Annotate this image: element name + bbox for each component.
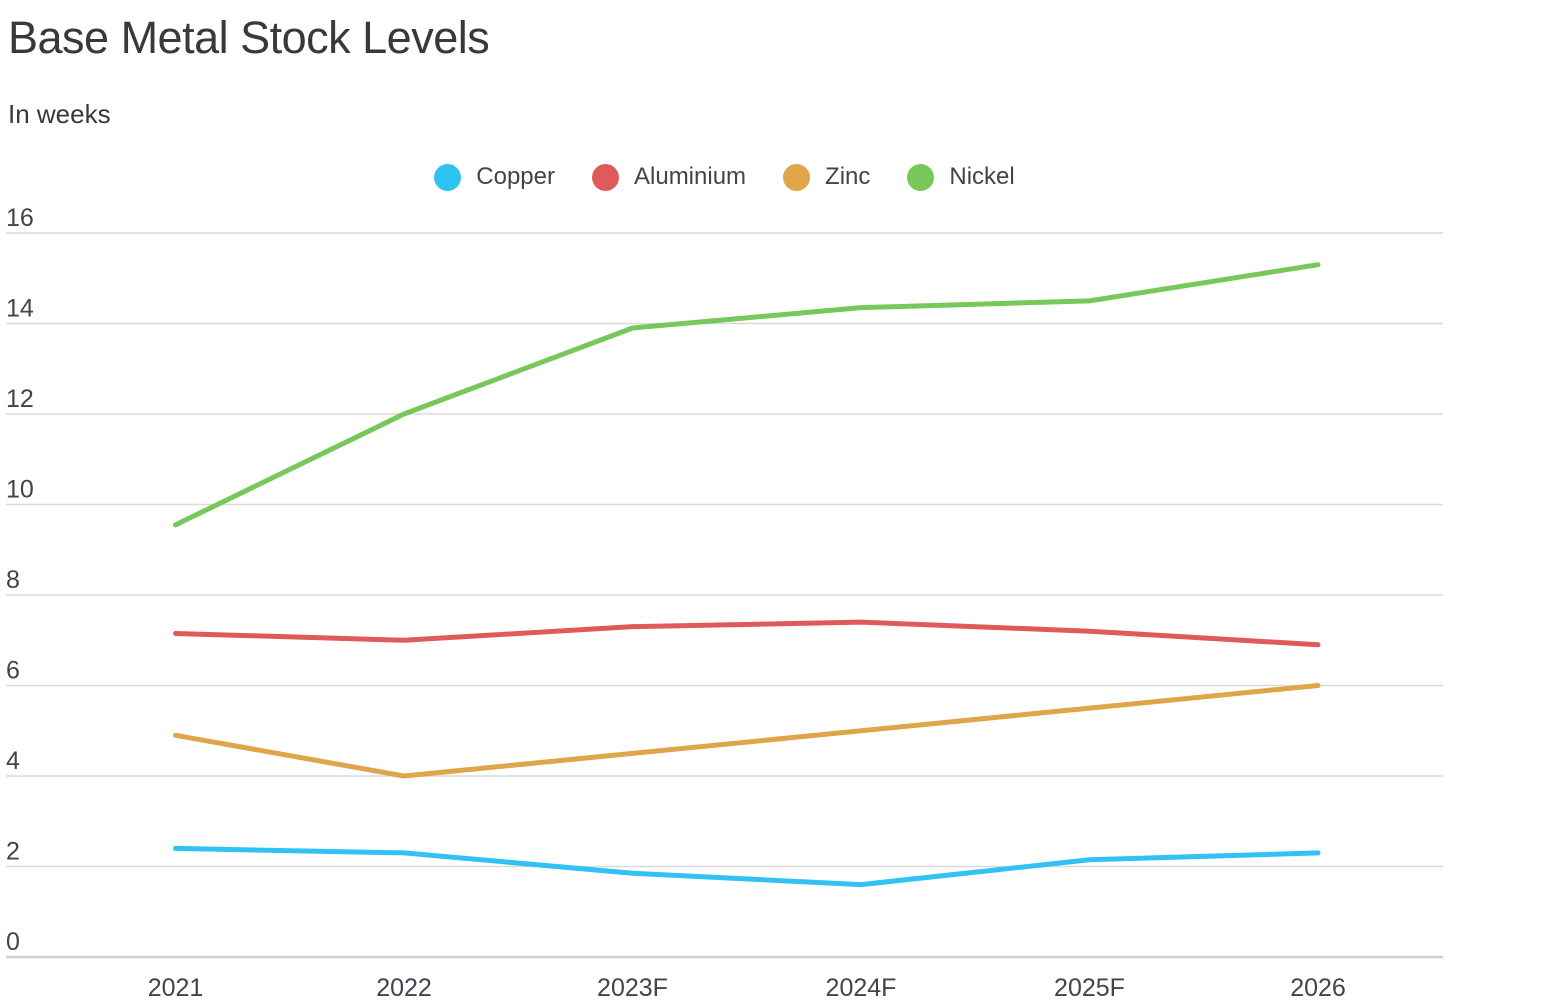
- chart-subtitle: In weeks: [8, 99, 111, 129]
- y-axis-tick-label-0: 0: [6, 928, 20, 956]
- legend-swatch-copper: [434, 163, 462, 191]
- series-line-nickel: [173, 262, 1321, 528]
- legend-label: Zinc: [825, 163, 871, 190]
- legend-swatch-aluminium: [592, 163, 619, 191]
- x-axis-tick-label-2022: 2022: [376, 974, 432, 1002]
- x-axis-tick-label-2021: 2021: [148, 974, 204, 1002]
- series-line-zinc: [173, 683, 1321, 779]
- y-axis-tick-label-14: 14: [6, 295, 34, 323]
- legend-item-aluminium: Aluminium: [592, 163, 746, 191]
- legend-label: Copper: [476, 163, 555, 190]
- series-line-copper: [173, 845, 1321, 888]
- series-line-aluminium: [173, 619, 1321, 648]
- y-axis-tick-label-4: 4: [6, 747, 20, 775]
- x-axis-tick-label-2026: 2026: [1290, 974, 1346, 1002]
- legend-label: Nickel: [949, 163, 1015, 190]
- y-axis-tick-label-8: 8: [6, 566, 20, 594]
- legend-item-nickel: Nickel: [907, 163, 1015, 191]
- legend-item-copper: Copper: [434, 163, 555, 191]
- y-axis-tick-label-16: 16: [6, 204, 34, 232]
- legend-swatch-nickel: [907, 163, 935, 191]
- legend-label: Aluminium: [634, 163, 747, 190]
- legend-item-zinc: Zinc: [783, 163, 870, 191]
- y-axis-tick-label-12: 12: [6, 385, 34, 413]
- x-axis-tick-label-2023f: 2023F: [597, 974, 668, 1002]
- x-axis-tick-label-2025f: 2025F: [1054, 974, 1125, 1002]
- x-axis-tick-label-2024f: 2024F: [826, 974, 897, 1002]
- legend: Copper Aluminium Zinc Nickel: [6, 163, 1443, 191]
- y-axis-tick-label-6: 6: [6, 657, 20, 685]
- y-axis-tick-label-10: 10: [6, 476, 34, 504]
- chart-title: Base Metal Stock Levels: [8, 12, 490, 63]
- y-axis-tick-label-2: 2: [6, 838, 20, 866]
- legend-swatch-zinc: [783, 163, 811, 191]
